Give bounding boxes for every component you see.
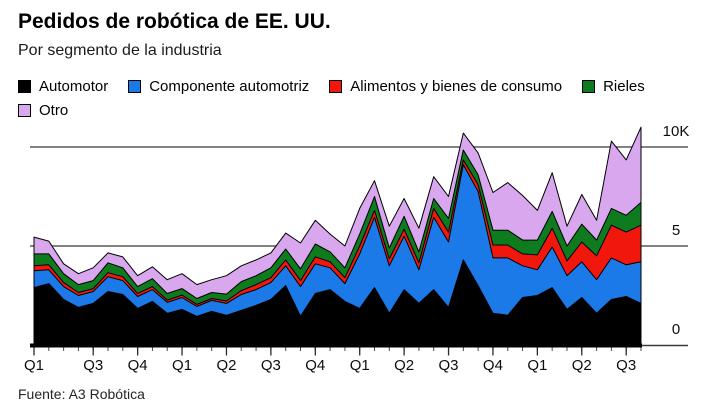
legend-swatch-icon	[18, 80, 31, 93]
legend-label: Otro	[39, 102, 69, 119]
x-tick-label: Q4	[305, 357, 326, 374]
x-tick-label: Q1	[527, 357, 548, 374]
legend-label: Alimentos y bienes de consumo	[350, 78, 563, 95]
x-tick-label: Q1	[349, 357, 370, 374]
legend-swatch-icon	[128, 80, 142, 93]
x-tick-label: Q2	[394, 357, 415, 374]
y-tick-label: 5	[671, 222, 681, 239]
area-componente-automotriz	[33, 164, 642, 346]
legend-item: Automotor	[18, 78, 108, 95]
x-tick-label: Q2	[216, 357, 237, 374]
x-tick-label: Q4	[482, 357, 503, 374]
x-tick-label: Q3	[260, 357, 281, 374]
legend-item: Rieles	[582, 78, 645, 95]
legend-swatch-icon	[329, 80, 343, 93]
chart-title: Pedidos de robótica de EE. UU.	[18, 10, 331, 33]
x-tick-label: Q3	[438, 357, 459, 374]
legend-label: Componente automotriz	[149, 78, 310, 95]
x-tick-label: Q2	[571, 357, 592, 374]
x-tick-label: Q3	[83, 357, 104, 374]
chart-subtitle: Por segmento de la industria	[18, 42, 222, 59]
legend-swatch-icon	[18, 104, 31, 117]
x-axis-line	[30, 343, 642, 348]
area-automotor	[33, 259, 642, 346]
legend-label: Automotor	[39, 78, 109, 95]
legend-item: Alimentos y bienes de consumo	[329, 78, 562, 95]
x-tick-label: Q1	[23, 357, 44, 374]
legend: Automotor Componente automotriz Alimentos …	[18, 78, 700, 119]
legend-swatch-icon	[582, 80, 596, 93]
source-note: Fuente: A3 Robótica	[18, 386, 145, 402]
x-tick-label: Q1	[172, 357, 193, 374]
y-tick-label: 0	[671, 321, 681, 338]
x-tick-label: Q3	[616, 357, 637, 374]
legend-item: Otro	[18, 102, 68, 119]
x-tick-label: Q4	[127, 357, 148, 374]
y-tick-label: 10K	[662, 123, 690, 140]
legend-item: Componente automotriz	[128, 78, 309, 95]
legend-label: Rieles	[603, 78, 645, 95]
